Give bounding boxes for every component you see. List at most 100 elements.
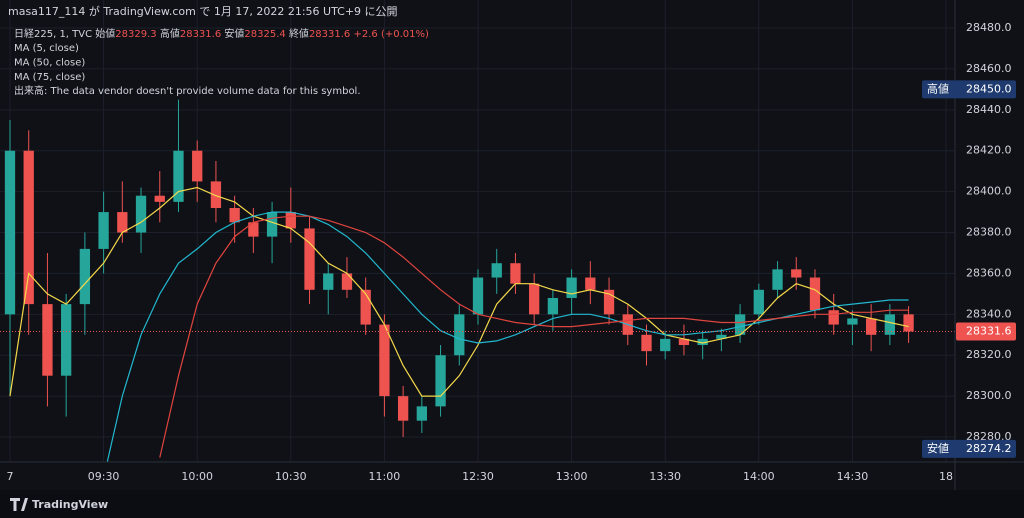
- candle-body: [416, 406, 427, 421]
- candle-body: [697, 338, 708, 346]
- volume-note: 出来高: The data vendor doesn't provide vol…: [14, 84, 361, 97]
- candle-body: [23, 150, 34, 305]
- candle-body: [229, 207, 240, 223]
- candle-body: [117, 212, 128, 233]
- legend-symbol: 日経225, 1, TVC: [14, 27, 92, 40]
- x-tick-label: 09:30: [88, 470, 120, 483]
- candle-body: [547, 297, 559, 315]
- y-tick-label: 28300.0: [966, 389, 1012, 402]
- candle-body: [98, 212, 109, 249]
- y-tick-label: 28340.0: [966, 307, 1012, 320]
- candle-body: [510, 263, 521, 284]
- candle-body: [472, 277, 484, 315]
- ma-line: [9, 186, 909, 397]
- x-tick-label: 13:30: [649, 470, 681, 483]
- y-tick-label: 28420.0: [966, 144, 1012, 157]
- candle-body: [210, 181, 222, 208]
- legend-line: 日経225, 1, TVC 始値28329.3 高値28331.6 安値2832…: [14, 27, 429, 40]
- candle-body: [173, 150, 184, 202]
- footer-logo: [10, 498, 28, 511]
- legend-field-value: 28331.6: [309, 29, 350, 40]
- candle-body: [79, 248, 91, 305]
- candle-body: [865, 318, 877, 335]
- candle-body: [809, 277, 821, 311]
- candle-body: [566, 277, 577, 298]
- candle-body: [304, 228, 315, 290]
- legend-field-label: 始値: [95, 27, 115, 40]
- x-tick-label: 18: [939, 470, 953, 483]
- legend-field-label: 終値: [289, 27, 309, 40]
- candle-body: [828, 310, 839, 325]
- candle-body: [285, 212, 296, 229]
- candle-body: [42, 304, 53, 376]
- candle-body: [454, 314, 465, 356]
- candle-body: [192, 150, 203, 182]
- x-tick-label: 12:30: [462, 470, 494, 483]
- footer-bar: [0, 490, 1024, 518]
- candle-body: [341, 273, 353, 290]
- candle-body: [753, 289, 764, 315]
- candle-body: [791, 269, 802, 278]
- x-tick-label: 10:00: [181, 470, 213, 483]
- footer-brand: TradingView: [32, 498, 108, 511]
- legend: 日経225, 1, TVC 始値28329.3 高値28331.6 安値2832…: [14, 27, 429, 83]
- candle-body: [641, 334, 652, 352]
- candle-body: [585, 277, 596, 290]
- candle-body: [772, 269, 783, 290]
- y-tick-label: 28480.0: [966, 21, 1012, 34]
- candle-body: [61, 304, 72, 376]
- legend-field-label: 安値: [224, 27, 244, 40]
- candle-body: [323, 273, 334, 290]
- x-tick-label: 14:30: [837, 470, 869, 483]
- y-tick-label: 28380.0: [966, 226, 1012, 239]
- candle-body: [678, 338, 690, 346]
- legend-ma: MA (75, close): [14, 72, 85, 83]
- x-tick-label: 10:30: [275, 470, 307, 483]
- y-tick-label: 28460.0: [966, 62, 1012, 75]
- y-tick-label: 28400.0: [966, 185, 1012, 198]
- candle-body: [529, 283, 540, 315]
- y-tick-label: 28360.0: [966, 266, 1012, 279]
- legend-change: +2.6 (+0.01%): [353, 29, 429, 40]
- candle-body: [397, 396, 409, 421]
- candle-body: [847, 318, 858, 325]
- legend-field-label: 高値: [160, 27, 180, 40]
- candle-body: [884, 314, 896, 335]
- candle-body: [379, 324, 390, 397]
- marker-text: 安値: [927, 442, 949, 455]
- x-tick-label: 11:00: [369, 470, 401, 483]
- last-price-box: [956, 322, 1016, 341]
- x-tick-label: 7: [6, 470, 13, 483]
- candle-body: [716, 334, 727, 339]
- candle-body: [154, 195, 165, 202]
- marker-box: [922, 439, 1016, 458]
- candle-body: [734, 314, 746, 335]
- header-title: masa117_114 が TradingView.com で 1月 17, 2…: [8, 4, 398, 18]
- marker-label: 28450.0: [966, 82, 1012, 95]
- candle-body: [660, 338, 671, 352]
- plot-area: [0, 99, 955, 462]
- legend-field-value: 28329.3: [115, 29, 156, 40]
- marker-text: 高値: [927, 81, 949, 95]
- legend-ma: MA (5, close): [14, 43, 79, 54]
- legend-field-value: 28325.4: [244, 29, 285, 40]
- legend-ma: MA (50, close): [14, 58, 85, 69]
- marker-label: 28274.2: [966, 442, 1012, 455]
- marker-box: [922, 80, 1016, 99]
- candle-body: [4, 150, 16, 315]
- y-tick-label: 28440.0: [966, 103, 1012, 116]
- y-tick-label: 28320.0: [966, 348, 1012, 361]
- y-tick-label: 28280.0: [966, 430, 1012, 443]
- candle-body: [360, 289, 371, 325]
- candle-body: [248, 222, 259, 237]
- x-tick-label: 13:00: [556, 470, 588, 483]
- candle-body: [903, 314, 914, 332]
- last-price-label: 28331.6: [966, 325, 1012, 338]
- x-tick-label: 14:00: [743, 470, 775, 483]
- candle-body: [491, 263, 502, 278]
- legend-field-value: 28331.6: [180, 29, 221, 40]
- candle-body: [435, 355, 446, 407]
